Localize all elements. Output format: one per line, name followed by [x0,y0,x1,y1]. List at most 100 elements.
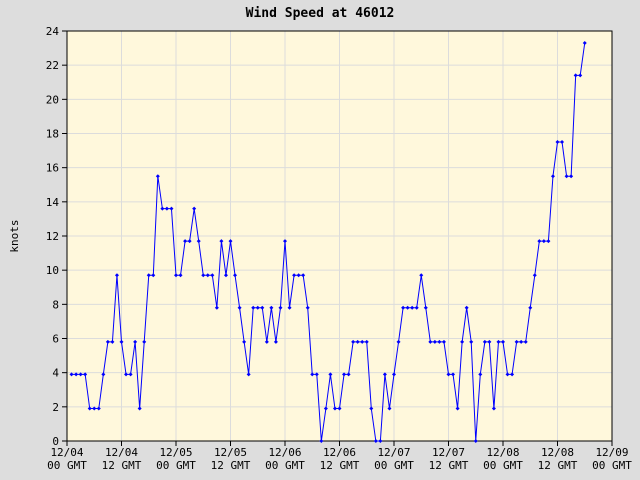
point [301,273,306,278]
point [228,239,233,244]
y-tick-label: 6 [52,333,59,346]
point [283,239,287,244]
point [460,339,465,344]
point [382,372,387,377]
point [187,239,192,244]
point [510,372,515,377]
point [446,372,451,377]
point [260,305,265,310]
point [233,273,238,278]
x-tick-label: 00 GMT [47,459,87,472]
x-tick-label: 12 GMT [211,459,251,472]
point [369,406,374,411]
point [519,339,524,344]
point [560,140,565,145]
point [96,406,101,411]
point [292,273,297,278]
point [564,174,569,179]
point [246,372,251,377]
point [160,206,165,211]
y-tick-label: 0 [52,435,59,448]
point [496,339,501,344]
point [105,339,110,344]
point [387,406,392,411]
point [351,339,356,344]
point [169,206,174,211]
point [174,273,178,278]
point [210,273,215,278]
point [69,372,74,377]
x-tick-label: 12/05 [159,446,192,459]
point [114,273,119,278]
point [414,305,419,310]
x-tick-label: 12/06 [323,446,356,459]
point [237,305,242,310]
point [360,339,365,344]
x-tick-label: 12 GMT [538,459,578,472]
point [255,305,260,310]
point [582,40,587,45]
point [323,406,328,411]
x-tick-label: 12 GMT [102,459,142,472]
x-tick-label: 12/07 [432,446,465,459]
x-tick-label: 00 GMT [483,459,523,472]
point [287,305,292,310]
point [242,339,247,344]
y-tick-label: 12 [46,230,59,243]
point [405,305,410,310]
point [273,339,278,344]
chart-title: Wind Speed at 46012 [246,6,395,21]
point [314,372,319,377]
point [410,305,415,310]
point [437,339,442,344]
point [342,372,347,377]
point [355,339,360,344]
point [464,305,469,310]
point [296,273,301,278]
point [119,339,124,344]
point [482,339,487,344]
point [541,239,546,244]
point [83,372,88,377]
x-tick-label: 00 GMT [265,459,305,472]
y-tick-label: 4 [52,367,59,380]
y-tick-label: 16 [46,162,59,175]
point [192,206,197,211]
x-tick-label: 12 GMT [320,459,360,472]
y-tick-label: 10 [46,264,59,277]
point [110,339,115,344]
point [124,372,129,377]
point [396,339,401,344]
point [523,339,528,344]
point [337,406,342,411]
point [473,439,478,443]
x-tick-label: 00 GMT [592,459,632,472]
y-tick-label: 8 [52,298,59,311]
point [92,406,97,411]
point [546,239,551,244]
point [501,339,505,344]
point [142,339,147,344]
x-tick-label: 12 GMT [429,459,469,472]
point [401,305,406,310]
point [423,305,428,310]
point [74,372,79,377]
point [264,339,269,344]
x-tick-label: 12/05 [214,446,247,459]
point [155,174,160,179]
point [223,273,228,278]
point [128,372,133,377]
point [569,174,574,179]
y-tick-label: 24 [46,25,60,38]
point [101,372,106,377]
point [491,406,496,411]
point [305,305,310,310]
x-tick-label: 12/08 [541,446,574,459]
point [469,339,474,344]
point [555,140,560,145]
x-tick-label: 12/09 [595,446,628,459]
y-tick-label: 20 [46,93,59,106]
x-tick-label: 00 GMT [156,459,196,472]
point [332,406,337,411]
